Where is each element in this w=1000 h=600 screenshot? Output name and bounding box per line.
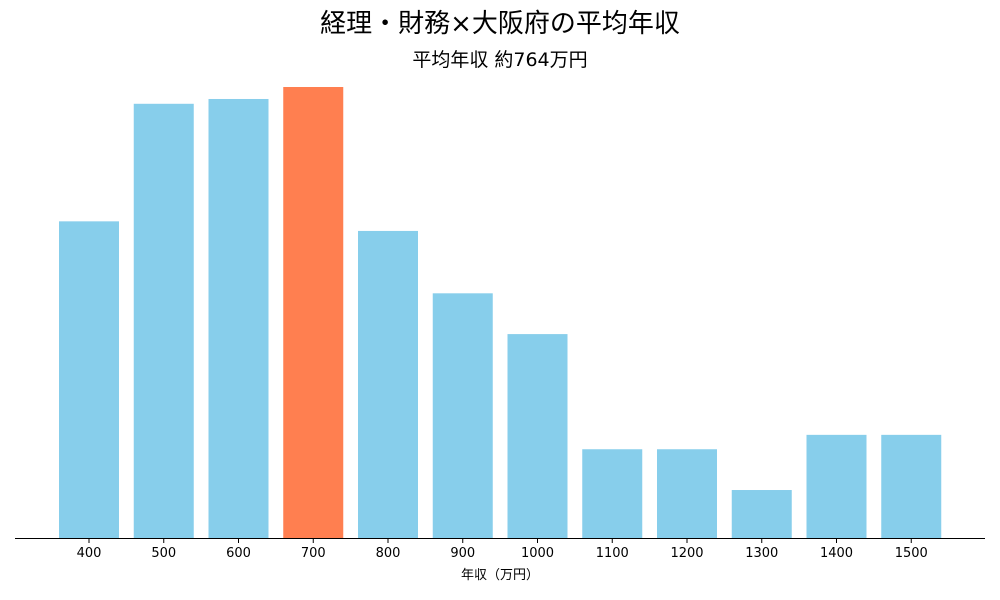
- bar-group: [59, 87, 942, 539]
- bar-700: [283, 87, 344, 538]
- x-tick-label: 800: [376, 546, 401, 561]
- x-tick-label: 1100: [596, 546, 629, 561]
- x-tick-label: 600: [226, 546, 251, 561]
- x-tick-label: 500: [151, 546, 176, 561]
- bar-600: [208, 98, 269, 539]
- bar-1200: [657, 449, 717, 538]
- bar-1400: [806, 434, 867, 538]
- x-tick-label: 1500: [895, 546, 928, 561]
- x-tick-label: 1200: [670, 546, 703, 561]
- bar-400: [59, 221, 119, 538]
- x-tick-label: 1400: [820, 546, 853, 561]
- x-tick-label: 700: [301, 546, 326, 561]
- x-tick-group: 400 500 600 700 800 900 1000 1100 1200 1300 1400 15…: [77, 538, 928, 561]
- bar-800: [358, 230, 418, 538]
- x-tick-label: 400: [77, 546, 102, 561]
- bar-1500: [881, 434, 942, 538]
- x-axis-title: 年収（万円）: [460, 568, 539, 583]
- bar-1300: [731, 490, 792, 538]
- x-tick-label: 1000: [521, 546, 554, 561]
- chart-subtitle: 平均年収 約764万円: [412, 49, 588, 71]
- x-tick-label: 900: [450, 546, 475, 561]
- bar-1000: [507, 334, 568, 538]
- bar-900: [432, 293, 493, 538]
- bar-1100: [582, 449, 643, 538]
- bar-500: [133, 103, 194, 538]
- x-tick-label: 1300: [745, 546, 778, 561]
- chart-title: 経理・財務×大阪府の平均年収: [320, 9, 680, 39]
